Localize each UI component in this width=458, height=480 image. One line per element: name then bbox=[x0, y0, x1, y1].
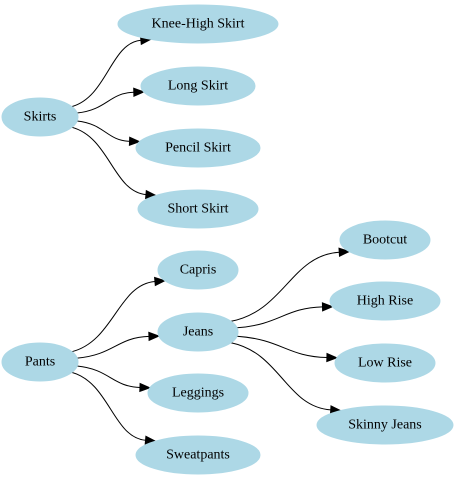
edge-pants-to-leggings bbox=[77, 365, 152, 393]
edge-jeans-to-bootcut bbox=[231, 247, 351, 322]
edge-skirts-to-short-skirt bbox=[71, 126, 158, 200]
node-high-rise: High Rise bbox=[329, 281, 441, 321]
arrowhead bbox=[148, 331, 161, 342]
node-ellipse bbox=[329, 281, 441, 321]
edge-line bbox=[77, 335, 149, 359]
node-leggings: Leggings bbox=[147, 373, 249, 413]
node-label: High Rise bbox=[357, 294, 413, 309]
edge-line bbox=[230, 342, 331, 411]
edge-line bbox=[236, 306, 323, 329]
node-skirts: Skirts bbox=[1, 97, 79, 137]
edge-pants-to-capris bbox=[71, 276, 167, 353]
edge-jeans-to-high-rise bbox=[236, 302, 334, 329]
nodes-layer: Skirts Knee-High Skirt Long Skirt Pencil Sk… bbox=[1, 4, 454, 475]
arrowhead bbox=[338, 247, 351, 257]
edge-line bbox=[77, 365, 140, 388]
node-long-skirt: Long Skirt bbox=[140, 66, 256, 106]
node-label: Pants bbox=[25, 355, 55, 370]
edge-line bbox=[71, 39, 141, 108]
node-label: Skirts bbox=[24, 110, 57, 125]
node-ellipse bbox=[1, 342, 79, 382]
edge-pants-to-sweatpants bbox=[71, 371, 157, 445]
node-label: Long Skirt bbox=[168, 79, 228, 94]
node-label: Jeans bbox=[183, 325, 213, 340]
node-low-rise: Low Rise bbox=[334, 343, 436, 383]
node-label: Pencil Skirt bbox=[165, 141, 231, 156]
edge-pants-to-jeans bbox=[77, 331, 161, 359]
edge-line bbox=[71, 371, 146, 441]
arrowhead bbox=[139, 382, 152, 393]
node-label: Leggings bbox=[172, 386, 224, 401]
node-ellipse bbox=[117, 4, 279, 44]
node-ellipse bbox=[147, 373, 249, 413]
edge-jeans-to-low-rise bbox=[236, 335, 339, 363]
node-ellipse bbox=[1, 97, 79, 137]
node-sweatpants: Sweatpants bbox=[135, 435, 261, 475]
node-ellipse bbox=[157, 250, 239, 290]
arrowhead bbox=[326, 352, 339, 363]
node-ellipse bbox=[157, 312, 239, 352]
edge-skirts-to-long-skirt bbox=[77, 87, 146, 114]
edge-skirts-to-knee-high-skirt bbox=[71, 35, 153, 108]
node-label: Short Skirt bbox=[167, 202, 228, 217]
edge-line bbox=[236, 335, 327, 358]
node-knee-high-skirt: Knee-High Skirt bbox=[117, 4, 279, 44]
arrowhead bbox=[321, 302, 334, 312]
node-ellipse bbox=[137, 189, 259, 229]
node-pants: Pants bbox=[1, 342, 79, 382]
node-label: Bootcut bbox=[363, 233, 407, 248]
node-ellipse bbox=[316, 405, 454, 445]
node-ellipse bbox=[334, 343, 436, 383]
arrowhead bbox=[133, 87, 146, 97]
node-skinny-jeans: Skinny Jeans bbox=[316, 405, 454, 445]
edge-skirts-to-pencil-skirt bbox=[77, 120, 141, 147]
node-ellipse bbox=[339, 220, 431, 260]
edge-line bbox=[77, 91, 134, 114]
node-ellipse bbox=[135, 435, 261, 475]
node-capris: Capris bbox=[157, 250, 239, 290]
node-jeans: Jeans bbox=[157, 312, 239, 352]
node-pencil-skirt: Pencil Skirt bbox=[135, 128, 261, 168]
node-label: Capris bbox=[180, 263, 217, 278]
edge-line bbox=[71, 126, 147, 196]
node-ellipse bbox=[140, 66, 256, 106]
node-short-skirt: Short Skirt bbox=[137, 189, 259, 229]
edge-line bbox=[77, 120, 130, 142]
node-label: Sweatpants bbox=[166, 448, 230, 463]
arrowhead bbox=[154, 276, 167, 287]
node-bootcut: Bootcut bbox=[339, 220, 431, 260]
edge-line bbox=[231, 251, 340, 322]
node-label: Knee-High Skirt bbox=[152, 17, 245, 32]
edge-line bbox=[71, 281, 155, 353]
node-ellipse bbox=[135, 128, 261, 168]
node-label: Low Rise bbox=[358, 356, 412, 371]
node-label: Skinny Jeans bbox=[348, 418, 422, 433]
arrowhead bbox=[128, 136, 141, 147]
edge-jeans-to-skinny-jeans bbox=[230, 342, 343, 415]
